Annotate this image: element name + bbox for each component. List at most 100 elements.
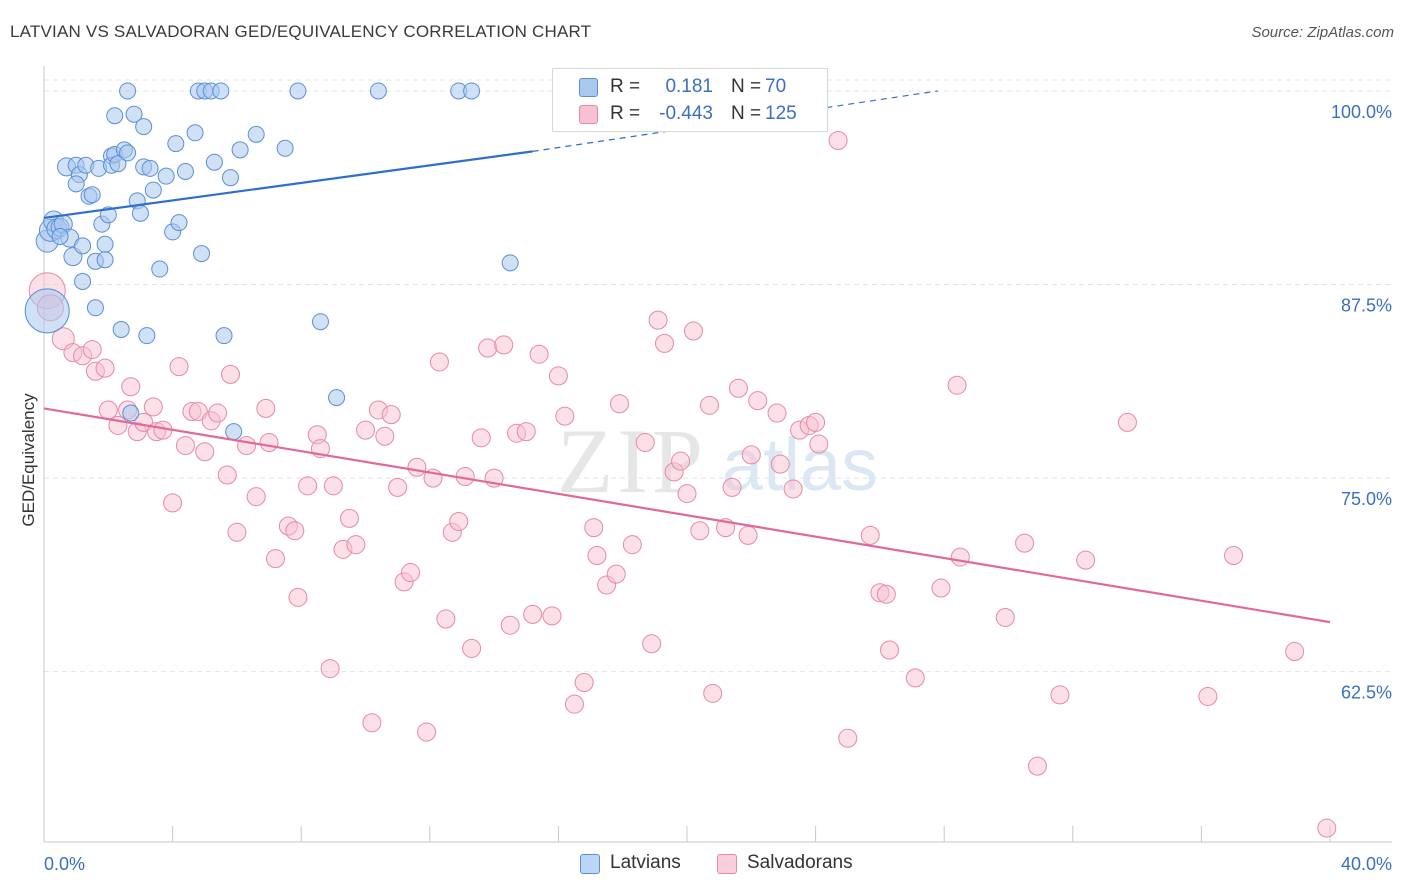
latvian-point (119, 144, 137, 162)
salvadoran-point (748, 391, 768, 411)
salvadoran-point (606, 564, 626, 584)
salvadoran-point (362, 713, 382, 733)
salvadoran-point (1317, 818, 1337, 838)
latvian-point (112, 320, 130, 338)
latvian-point (51, 228, 69, 246)
salvadoran-point (195, 442, 215, 462)
salvadoran-trend-line (43, 407, 1331, 624)
salvadoran-point (828, 131, 848, 151)
latvian-point (167, 135, 185, 153)
latvian-point (125, 105, 143, 123)
salvadoran-point (767, 403, 787, 423)
salvadoran-point (388, 477, 408, 497)
latvian-point (186, 124, 204, 142)
legend-row-latvians: R = 0.181 N = 70 (553, 74, 827, 100)
salvadoran-point (95, 358, 115, 378)
salvadoran-point (880, 640, 900, 660)
salvadoran-point (564, 694, 584, 714)
salvadoran-point (931, 578, 951, 598)
latvian-point (131, 204, 149, 222)
latvian-point (86, 299, 104, 317)
x-tick-label: 0.0% (44, 854, 85, 874)
correlation-legend: R = 0.181 N = 70 R = -0.443 N = 125 (552, 68, 828, 132)
salvadoran-point (905, 668, 925, 688)
salvadoran-point (98, 400, 118, 420)
tick-labels: 62.5% 75.0% 87.5% 100.0% 0.0% 40.0% (44, 102, 1392, 874)
y-tick-label: 62.5% (1341, 683, 1392, 703)
salvadoran-point (548, 366, 568, 386)
salvadoran-point (622, 535, 642, 555)
y-tick-label: 75.0% (1341, 489, 1392, 509)
n-label: N = (731, 103, 762, 124)
latvian-point (205, 153, 223, 171)
salvadoran-point (288, 587, 308, 607)
salvadoran-point (722, 477, 742, 497)
salvadoran-point (417, 722, 437, 742)
latvian-point (74, 237, 92, 255)
salvadoran-point (346, 535, 366, 555)
salvadoran-point (1076, 550, 1096, 570)
legend-label: Salvadorans (747, 852, 853, 873)
salvadoran-point (237, 436, 257, 456)
salvadoran-point (246, 487, 266, 507)
salvadoran-point (703, 683, 723, 703)
salvadoran-point (494, 335, 514, 355)
salvadoran-point (574, 673, 594, 693)
salvadoran-point (227, 522, 247, 542)
latvian-point (170, 214, 188, 232)
salvadoran-point (648, 310, 668, 330)
salvadoran-point (741, 445, 761, 465)
salvadorans-legend-swatch (717, 854, 737, 874)
salvadoran-point (671, 451, 691, 471)
n-value: 125 (765, 103, 797, 124)
salvadoran-point (407, 457, 427, 477)
latvians-swatch (579, 78, 598, 97)
salvadoran-point (449, 511, 469, 531)
salvadoran-point (429, 352, 449, 372)
salvadoran-point (478, 338, 498, 358)
salvadoran-point (1285, 642, 1305, 662)
salvadoran-point (995, 607, 1015, 627)
latvian-point (221, 169, 239, 187)
latvian-point (119, 82, 137, 100)
salvadoran-point (256, 398, 276, 418)
salvadoran-points (28, 131, 1337, 838)
salvadoran-point (1117, 412, 1137, 432)
salvadoran-point (683, 321, 703, 341)
n-value: 70 (765, 76, 787, 97)
latvian-points (24, 82, 519, 441)
salvadoran-point (471, 428, 491, 448)
salvadoran-point (1027, 756, 1047, 776)
latvian-point (157, 167, 175, 185)
salvadoran-point (259, 432, 279, 452)
salvadoran-point (169, 357, 189, 377)
latvian-point (247, 125, 265, 143)
latvian-trend-line (43, 150, 533, 220)
latvian-point (67, 175, 85, 193)
r-label: R = (610, 76, 641, 97)
salvadoran-point (285, 521, 305, 541)
salvadoran-point (320, 659, 340, 679)
chart-title: LATVIAN VS SALVADORAN GED/EQUIVALENCY CO… (10, 22, 592, 41)
salvadoran-point (401, 563, 421, 583)
salvadoran-point (529, 344, 549, 364)
salvadoran-point (809, 434, 829, 454)
r-value: 0.181 (665, 76, 713, 97)
watermark: ZIP atlas (557, 410, 878, 512)
latvian-point (289, 82, 307, 100)
salvadoran-point (375, 426, 395, 446)
latvian-point (74, 272, 92, 290)
salvadoran-point (265, 549, 285, 569)
salvadoran-point (738, 525, 758, 545)
latvian-point (215, 327, 233, 345)
latvian-point (144, 181, 162, 199)
salvadoran-point (609, 394, 629, 414)
salvadoran-point (542, 606, 562, 626)
salvadoran-point (1015, 533, 1035, 553)
latvian-point (151, 260, 169, 278)
salvadoran-point (700, 395, 720, 415)
salvadoran-point (217, 465, 237, 485)
salvadoran-point (1224, 546, 1244, 566)
salvadoran-point (838, 728, 858, 748)
